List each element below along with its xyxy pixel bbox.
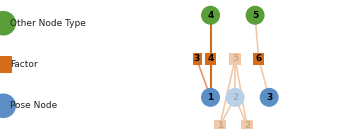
Circle shape [202, 6, 219, 24]
Text: 4: 4 [207, 11, 214, 20]
Text: 2: 2 [232, 93, 238, 102]
FancyBboxPatch shape [0, 56, 12, 73]
Text: 3: 3 [266, 93, 272, 102]
Text: Other Node Type: Other Node Type [10, 19, 86, 28]
FancyBboxPatch shape [253, 53, 265, 64]
Text: Pose Node: Pose Node [10, 101, 57, 110]
Circle shape [226, 88, 244, 106]
FancyBboxPatch shape [205, 53, 217, 64]
Text: 6: 6 [256, 54, 262, 63]
FancyBboxPatch shape [229, 53, 241, 64]
FancyBboxPatch shape [214, 120, 226, 129]
Text: 3: 3 [193, 54, 200, 63]
Circle shape [0, 12, 15, 35]
Circle shape [246, 6, 264, 24]
Text: 5: 5 [232, 54, 238, 63]
FancyBboxPatch shape [191, 53, 202, 64]
Text: Factor: Factor [10, 60, 38, 69]
Circle shape [0, 94, 15, 117]
Text: 4: 4 [207, 54, 214, 63]
Text: 5: 5 [252, 11, 258, 20]
Circle shape [260, 88, 278, 106]
Text: 2: 2 [244, 121, 250, 129]
FancyBboxPatch shape [241, 120, 253, 129]
Text: 1: 1 [217, 121, 223, 129]
Circle shape [202, 88, 219, 106]
Text: 1: 1 [207, 93, 214, 102]
